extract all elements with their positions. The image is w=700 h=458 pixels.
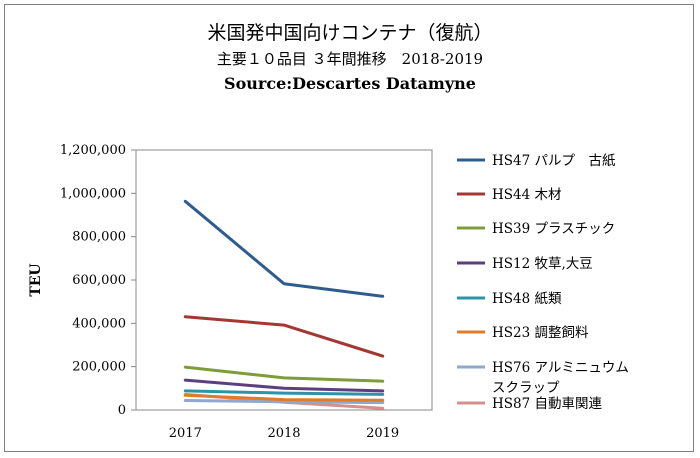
series-line [183,393,385,402]
legend-label: HS23 調整飼料 [492,325,589,341]
series-line [183,365,385,383]
y-tick-label: 200,000 [72,360,126,375]
chart-frame [4,4,694,452]
y-axis-label: TEU [28,263,44,296]
y-tick-label: 400,000 [72,316,126,331]
legend-label: HS76 アルミニュウム [492,360,629,376]
series-line [183,315,385,358]
legend-label: HS44 木材 [492,187,562,203]
legend-label: スクラップ [492,380,560,396]
x-tick-label: 2018 [267,426,300,441]
series-line [183,399,385,405]
legend-label: HS47 パルプ 古紙 [492,153,616,169]
legend-label: HS12 牧草,大豆 [492,256,593,272]
legend-label: HS39 プラスチック [492,221,615,237]
x-tick-label: 2019 [366,426,399,441]
chart-source: Source:Descartes Datamyne [224,74,476,93]
plot-area [135,149,433,411]
y-tick-label: 1,000,000 [60,186,126,201]
y-tick-label: 600,000 [72,273,126,288]
chart-subtitle: 主要１０品目 ３年間推移 2018-2019 [216,50,484,68]
series-line [183,199,385,298]
y-tick-label: 0 [118,403,126,418]
chart-title: 米国発中国向けコンテナ（復航） [207,22,493,44]
series-line [183,389,385,396]
legend-label: HS87 自動車関連 [492,396,602,412]
y-tick-label: 800,000 [72,230,126,245]
x-tick-label: 2017 [169,426,202,441]
y-tick-label: 1,200,000 [60,143,126,158]
legend-label: HS48 紙類 [492,291,562,307]
series-line [183,378,385,393]
